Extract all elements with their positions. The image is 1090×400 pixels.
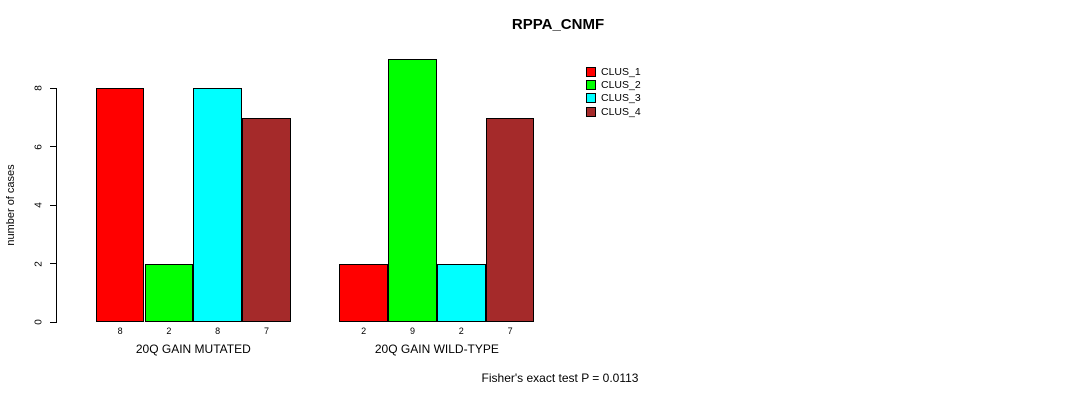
legend-label: CLUS_2 <box>601 78 641 91</box>
legend-item: CLUS_4 <box>586 105 641 118</box>
bar-value-label: 2 <box>361 326 367 336</box>
legend-label: CLUS_1 <box>601 65 641 78</box>
legend-swatch <box>586 106 596 117</box>
y-tick-label: 8 <box>33 85 45 92</box>
bar-value-label: 8 <box>117 326 123 336</box>
group-label: 20Q GAIN MUTATED <box>135 342 251 356</box>
y-tick <box>50 321 56 323</box>
bar-value-label: 7 <box>263 326 270 336</box>
bar <box>388 59 437 322</box>
legend-swatch <box>586 79 596 90</box>
y-tick-label: 2 <box>33 260 45 267</box>
y-tick <box>50 87 56 89</box>
y-axis-label: number of cases <box>5 164 17 246</box>
y-tick <box>50 146 56 148</box>
bar <box>144 263 194 322</box>
bar <box>339 263 389 322</box>
bar-value-label: 2 <box>166 326 172 336</box>
legend: CLUS_1 CLUS_2 CLUS_3 CLUS_4 <box>586 65 641 118</box>
y-tick-label: 4 <box>33 202 45 208</box>
y-tick <box>50 263 56 265</box>
y-tick-label: 0 <box>33 319 45 325</box>
bar-value-label: 8 <box>215 326 221 336</box>
chart-title: RPPA_CNMF <box>511 16 605 33</box>
legend-label: CLUS_4 <box>601 105 641 118</box>
y-tick <box>50 204 56 206</box>
bar <box>485 117 535 322</box>
legend-swatch <box>586 93 596 104</box>
bar <box>436 263 486 322</box>
bar-value-label: 2 <box>458 326 464 336</box>
bar-value-label: 7 <box>507 326 513 336</box>
legend-item: CLUS_1 <box>586 65 641 78</box>
y-axis-line <box>56 88 57 323</box>
legend-item: CLUS_2 <box>586 78 641 91</box>
bar <box>242 117 291 322</box>
bar <box>95 88 145 322</box>
y-tick-label: 6 <box>33 144 45 150</box>
legend-label: CLUS_3 <box>601 92 641 105</box>
legend-item: CLUS_3 <box>586 92 641 105</box>
bar-value-label: 9 <box>409 326 416 336</box>
stat-annotation: Fisher's exact test P = 0.0113 <box>481 371 639 385</box>
bar <box>193 88 243 322</box>
group-label: 20Q GAIN WILD-TYPE <box>374 342 499 356</box>
legend-swatch <box>586 66 596 77</box>
